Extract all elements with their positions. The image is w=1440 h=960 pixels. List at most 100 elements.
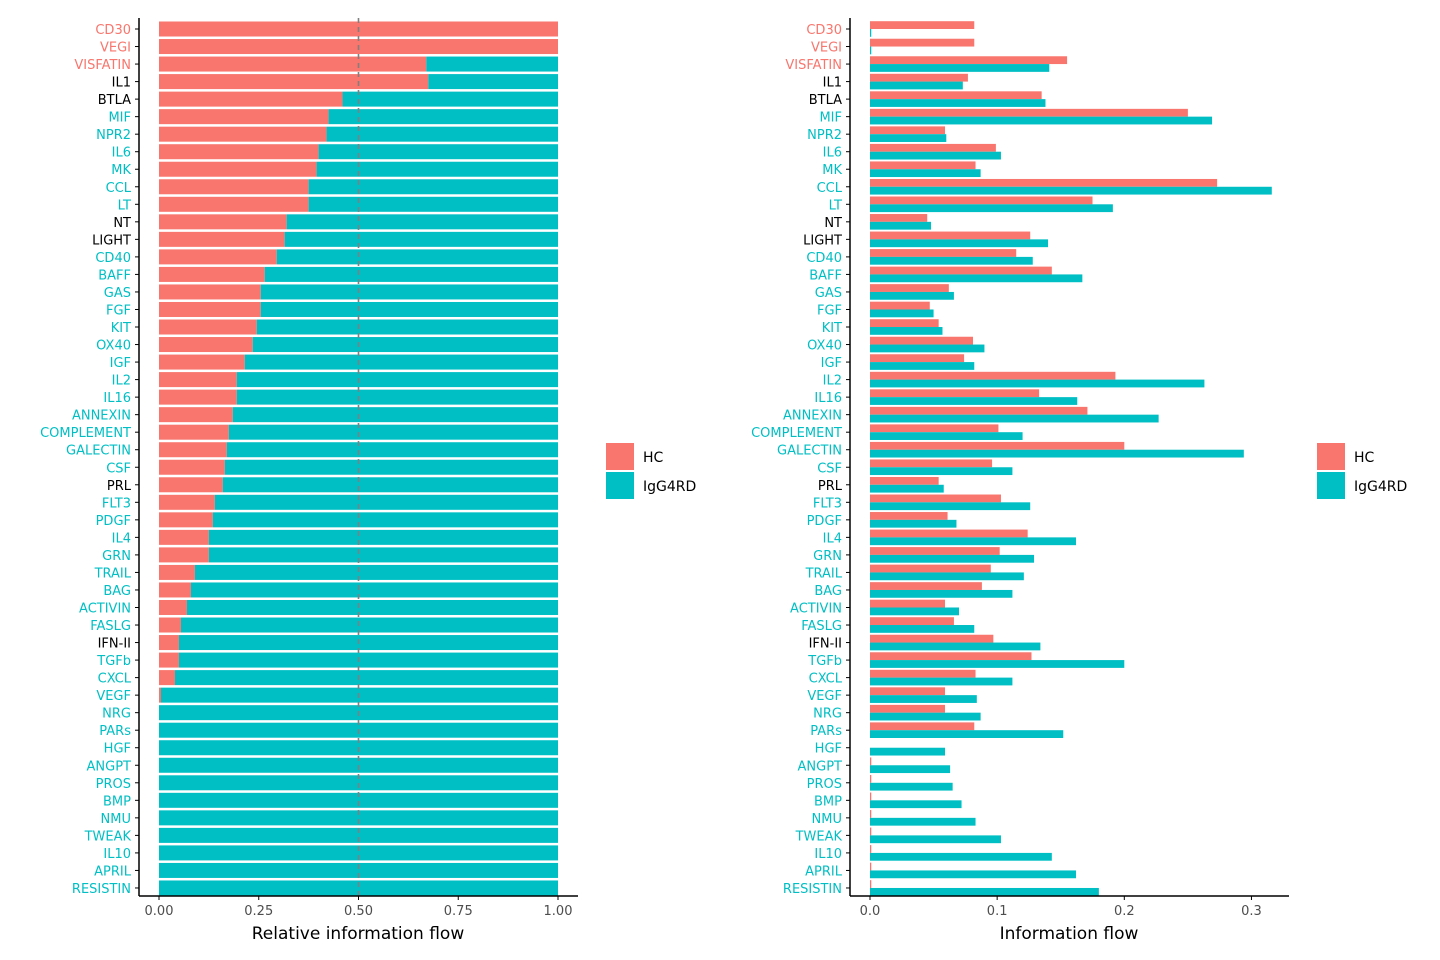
bar-hc-ifn-ii — [870, 634, 994, 643]
bar-hc-il16 — [159, 389, 237, 405]
category-label-visfatin: VISFATIN — [74, 58, 131, 73]
bar-hc-galectin — [159, 442, 227, 458]
category-label-annexin: ANNEXIN — [783, 409, 842, 424]
category-label-bag: BAG — [103, 584, 131, 599]
bar-igg4rd-fgf — [260, 301, 558, 317]
x-tick-label-0-25: 0.25 — [244, 904, 273, 919]
bar-igg4rd-baff — [870, 274, 1083, 283]
bar-igg4rd-nrg — [870, 712, 981, 721]
bar-igg4rd-angpt — [870, 765, 951, 774]
bar-igg4rd-kit — [870, 327, 943, 335]
bar-igg4rd-lt — [870, 204, 1113, 213]
bar-igg4rd-csf — [224, 459, 558, 475]
category-label-il6: IL6 — [112, 146, 131, 161]
bar-igg4rd-tweak — [159, 827, 558, 843]
bar-igg4rd-il2 — [870, 379, 1205, 388]
bar-hc-flt3 — [159, 494, 215, 510]
bar-hc-annexin — [870, 406, 1088, 415]
bar-hc-pdgf — [159, 512, 213, 528]
bar-igg4rd-visfatin — [426, 56, 558, 72]
category-label-complement: COMPLEMENT — [40, 426, 131, 441]
category-label-vegf: VEGF — [807, 689, 842, 704]
bar-hc-tgfb — [870, 652, 1032, 661]
category-label-il10: IL10 — [103, 847, 131, 862]
bar-hc-faslg — [870, 617, 954, 626]
category-label-april: APRIL — [805, 864, 843, 879]
bar-igg4rd-il10 — [159, 845, 558, 861]
category-label-tweak: TWEAK — [795, 829, 843, 844]
information-flow-category-labels: CD30 VEGI VISFATIN IL1 BTLA MIF NPR2 IL6 MK CCL LT… — [751, 23, 843, 897]
bar-igg4rd-gas — [870, 291, 954, 300]
bar-hc-galectin — [870, 441, 1125, 450]
category-label-mif: MIF — [108, 111, 131, 126]
category-label-nt: NT — [824, 216, 842, 231]
bar-igg4rd-cd30 — [870, 29, 872, 37]
bar-hc-ifn-ii — [159, 635, 179, 651]
bar-igg4rd-vegi — [870, 46, 872, 55]
category-label-light: LIGHT — [803, 233, 842, 248]
bar-igg4rd-igf — [870, 362, 975, 370]
bar-igg4rd-flt3 — [214, 494, 559, 510]
bar-igg4rd-prl — [870, 484, 944, 493]
bar-hc-tweak — [870, 827, 872, 836]
bar-igg4rd-nmu — [870, 817, 976, 826]
category-label-il4: IL4 — [112, 531, 131, 546]
bar-hc-il1 — [159, 74, 429, 90]
bar-hc-visfatin — [159, 56, 427, 72]
bar-hc-resistin — [870, 880, 872, 888]
bar-igg4rd-pdgf — [870, 519, 957, 528]
category-label-lt: LT — [118, 198, 131, 213]
bar-hc-vegf — [870, 687, 946, 696]
bar-igg4rd-resistin — [870, 887, 1099, 896]
bar-igg4rd-btla — [342, 91, 558, 107]
bar-hc-trail — [870, 564, 991, 573]
category-label-fgf: FGF — [817, 303, 842, 318]
bar-hc-pars — [870, 722, 975, 731]
category-label-nmu: NMU — [812, 812, 842, 827]
category-label-mk: MK — [822, 163, 842, 178]
legend-left-igg4rd-swatch — [606, 472, 634, 499]
bar-hc-csf — [870, 459, 993, 468]
bar-igg4rd-pdgf — [212, 512, 559, 528]
category-label-resistin: RESISTIN — [72, 882, 131, 897]
bar-hc-il1 — [870, 73, 968, 82]
bar-igg4rd-mif — [870, 116, 1213, 125]
category-label-angpt: ANGPT — [798, 759, 843, 774]
bar-igg4rd-grn — [208, 547, 558, 563]
bar-hc-vegf — [159, 687, 161, 703]
bar-hc-btla — [870, 91, 1042, 100]
bar-igg4rd-cd40 — [870, 256, 1033, 265]
category-label-pars: PARs — [99, 724, 131, 739]
bar-hc-flt3 — [870, 494, 1001, 503]
legend-right: HC IgG4RD — [1317, 443, 1407, 499]
category-label-ox40: OX40 — [807, 339, 842, 354]
category-label-igf: IGF — [110, 356, 131, 371]
category-label-hgf: HGF — [815, 742, 842, 757]
bar-igg4rd-il6 — [318, 144, 558, 160]
category-label-fgf: FGF — [106, 303, 131, 318]
information-flow-x-ticks: 0.0 0.1 0.2 0.3 — [860, 904, 1262, 919]
category-label-pros: PROS — [807, 777, 842, 792]
bar-igg4rd-nmu — [159, 810, 558, 826]
bar-hc-activin — [159, 599, 187, 615]
bar-igg4rd-faslg — [870, 625, 975, 633]
bar-igg4rd-april — [159, 862, 558, 878]
bar-igg4rd-hgf — [870, 747, 946, 756]
x-tick-label-0-1: 0.1 — [987, 904, 1008, 919]
bar-igg4rd-cd40 — [276, 249, 558, 265]
bar-hc-lt — [159, 196, 309, 212]
relative-flow-category-labels: CD30 VEGI VISFATIN IL1 BTLA MIF NPR2 IL6 MK CCL LT… — [40, 23, 132, 897]
category-label-activin: ACTIVIN — [790, 601, 842, 616]
bar-igg4rd-april — [870, 870, 1076, 879]
category-label-faslg: FASLG — [801, 619, 842, 634]
bar-hc-bag — [870, 582, 982, 590]
category-label-ifn-ii: IFN-II — [809, 637, 842, 652]
legend-left-igg4rd-label: IgG4RD — [643, 479, 696, 495]
category-label-grn: GRN — [813, 549, 842, 564]
category-label-csf: CSF — [817, 461, 842, 476]
category-label-cd40: CD40 — [806, 251, 842, 266]
bar-igg4rd-prl — [222, 477, 558, 493]
category-label-csf: CSF — [106, 461, 131, 476]
bar-hc-angpt — [870, 757, 872, 766]
bar-hc-ccl — [870, 178, 1218, 187]
